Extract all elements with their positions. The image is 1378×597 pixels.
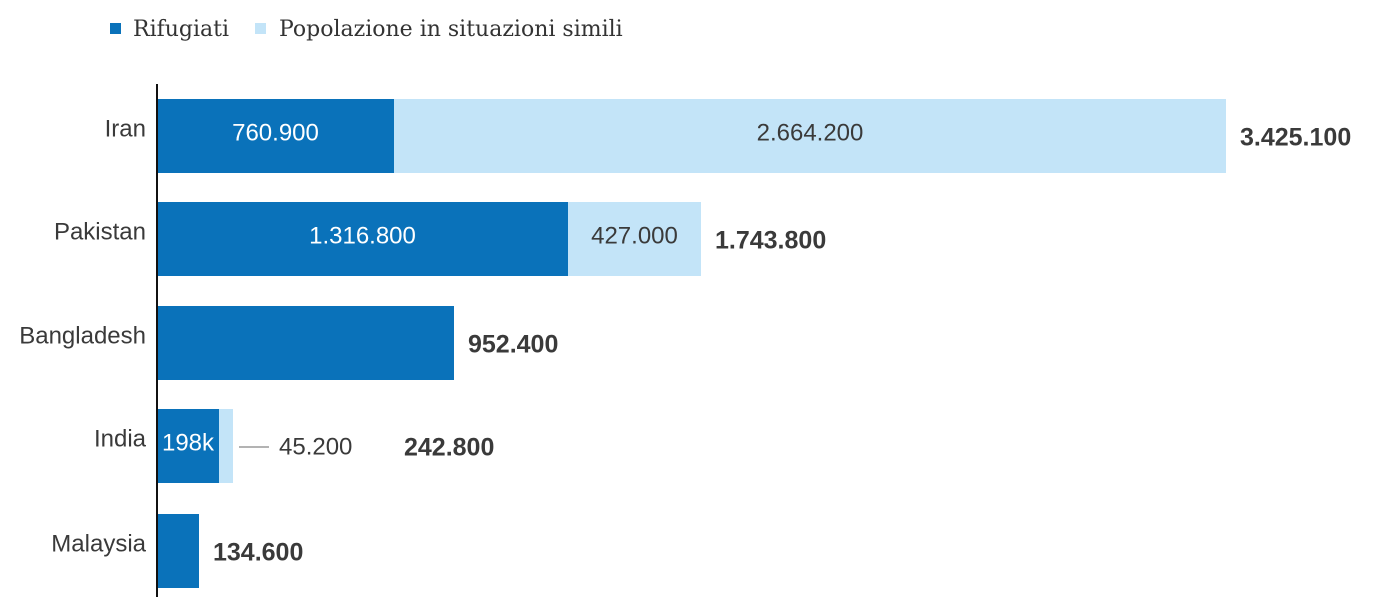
- total-label-iran: 3.425.100: [1240, 124, 1351, 152]
- bars: [157, 99, 1226, 588]
- bar-popolazione-iran: [394, 99, 1226, 173]
- labels: Iran 760.900 2.664.200 3.425.100 Pakistan 1.3…: [19, 115, 1351, 566]
- total-label-malaysia: 134.600: [213, 539, 303, 567]
- data-label-rifugiati-pakistan: 1.316.800: [309, 222, 416, 249]
- bar-rifugiati-iran: [157, 99, 394, 173]
- bar-rifugiati-malaysia: [157, 514, 199, 588]
- bar-popolazione-pakistan: [568, 202, 701, 276]
- data-label-popolazione-iran: 2.664.200: [757, 119, 864, 146]
- total-label-pakistan: 1.743.800: [715, 227, 826, 255]
- data-label-popolazione-india: 45.200: [279, 433, 352, 460]
- category-label-malaysia: Malaysia: [51, 530, 146, 557]
- bar-rifugiati-india: [157, 409, 219, 483]
- total-label-bangladesh: 952.400: [468, 331, 558, 359]
- category-label-pakistan: Pakistan: [54, 218, 146, 245]
- category-label-bangladesh: Bangladesh: [19, 322, 146, 349]
- data-label-rifugiati-india: 198k: [162, 429, 215, 456]
- legend-swatch-rifugiati: [110, 23, 121, 34]
- category-label-india: India: [94, 425, 147, 452]
- legend: Rifugiati Popolazione in situazioni simil…: [110, 17, 623, 42]
- bar-popolazione-india: [219, 409, 233, 483]
- legend-label-popolazione: Popolazione in situazioni simili: [279, 17, 623, 42]
- bar-rifugiati-bangladesh: [157, 306, 454, 380]
- data-label-popolazione-pakistan: 427.000: [591, 222, 678, 249]
- legend-label-rifugiati: Rifugiati: [133, 17, 229, 42]
- bar-rifugiati-pakistan: [157, 202, 568, 276]
- total-label-india: 242.800: [404, 434, 494, 462]
- category-label-iran: Iran: [105, 115, 146, 142]
- data-label-rifugiati-iran: 760.900: [232, 119, 319, 146]
- legend-swatch-popolazione: [255, 23, 266, 34]
